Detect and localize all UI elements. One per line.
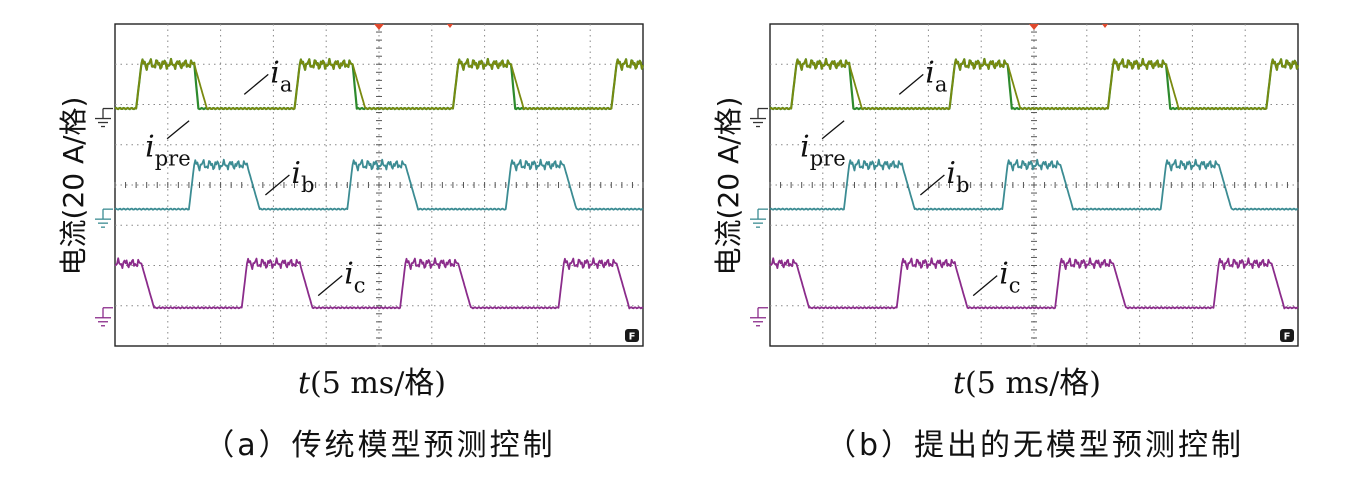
trigger-position-marker [447,24,453,28]
label-leader-ipre [821,120,845,140]
x-axis-variable: t [297,366,311,401]
series-label-symbol: i [291,156,301,191]
series-label-symbol: i [925,55,935,90]
series-label-ia: ia [925,55,947,96]
series-label-symbol: i [145,130,155,165]
series-label-ib: ib [291,156,314,197]
series-label-symbol: i [946,156,956,191]
series-label-subscript: pre [810,147,846,171]
series-label-ipre: ipre [145,130,191,171]
ground-marker [750,107,768,128]
x-axis-variable: t [952,366,966,401]
series-label-ic: ic [344,257,365,298]
series-label-subscript: a [280,72,293,96]
ground-marker [95,107,113,128]
trigger-marker [1029,24,1039,30]
series-label-subscript: b [956,173,969,197]
series-label-subscript: c [1009,274,1021,298]
label-leader-ic [317,275,343,297]
series-line-ia [769,58,1299,110]
label-leader-ia [898,73,924,95]
series-label-ic: ic [999,257,1020,298]
trigger-position-marker [1102,24,1108,28]
x-axis-unit: (5 ms/格) [310,366,447,401]
label-leader-ib [264,174,290,196]
series-label-symbol: i [999,257,1009,292]
panel-b: 电流(20 A/格) ia ipre ib ic F t(5 ms/格) （b）提出的无… [655,0,1335,500]
label-leader-ia [243,73,269,95]
series-line-ic [114,257,644,310]
ground-marker [95,208,113,228]
series-line-ib [769,158,1299,211]
caption-b: （b）提出的无模型预测控制 [825,428,1245,463]
corner-badge-label: F [1284,332,1291,343]
series-label-subscript: c [354,274,366,298]
series-label-symbol: i [344,257,354,292]
corner-badge [625,329,639,342]
series-label-symbol: i [800,130,810,165]
series-label-symbol: i [270,55,280,90]
x-axis-label: t(5 ms/格) [837,358,1217,402]
label-leader-ib [919,174,945,196]
label-leader-ipre [166,120,190,140]
series-label-ia: ia [270,55,292,96]
ground-marker [750,208,768,228]
ground-marker [750,307,768,327]
y-axis-label: 电流(20 A/格) [57,96,90,276]
series-label-ib: ib [946,156,969,197]
caption-a: （a）传统模型预测控制 [204,428,556,463]
y-axis-label: 电流(20 A/格) [712,96,745,276]
series-line-ic [769,257,1299,310]
ground-marker [95,307,113,327]
series-label-subscript: a [935,72,948,96]
series-line-ia [114,58,644,110]
corner-badge-label: F [629,332,636,343]
corner-badge [1280,329,1294,342]
series-label-subscript: b [301,173,314,197]
series-label-subscript: pre [155,147,191,171]
series-line-ib [114,158,644,211]
series-label-ipre: ipre [800,130,846,171]
x-axis-label: t(5 ms/格) [182,358,562,402]
trigger-marker [374,24,384,30]
x-axis-unit: (5 ms/格) [965,366,1102,401]
label-leader-ic [972,275,998,297]
panel-a: 电流(20 A/格) ia ipre ib ic F t(5 ms/格) （a）传统模型… [0,0,680,500]
